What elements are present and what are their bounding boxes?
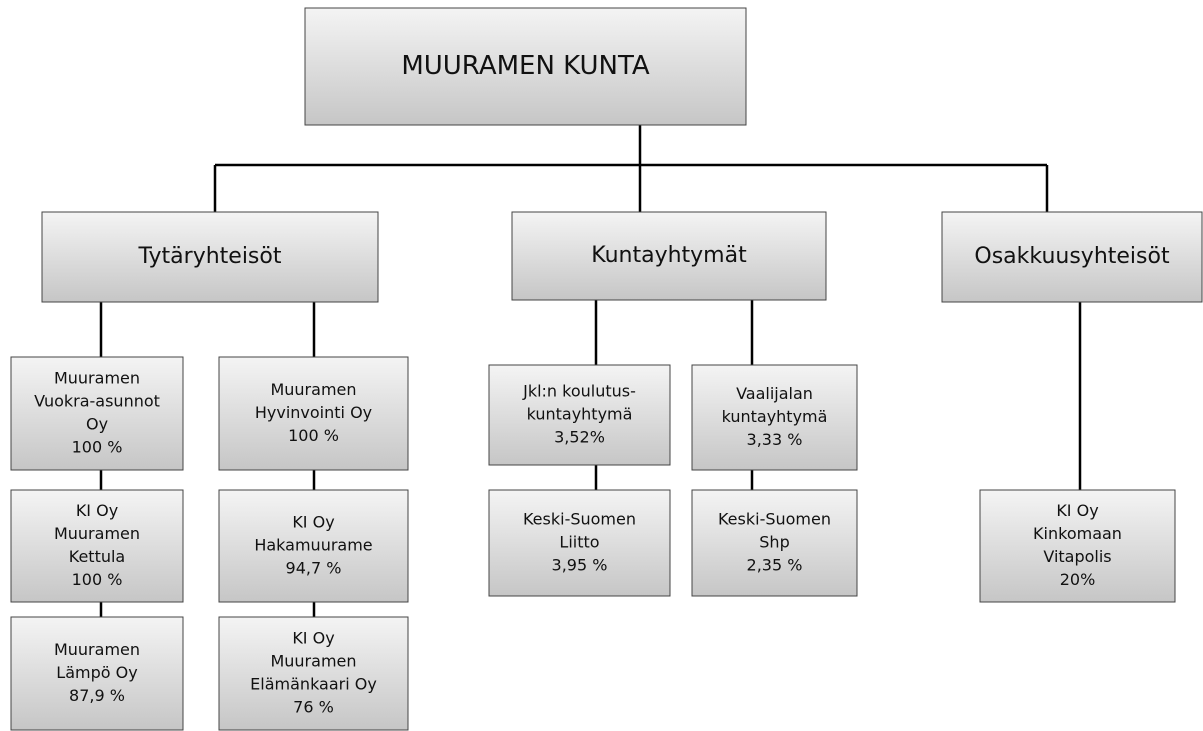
node-label: Vuokra-asunnot (34, 392, 160, 411)
node-label: 2,35 % (747, 556, 803, 575)
node-label: Muuramen (270, 380, 356, 399)
boxes: MUURAMEN KUNTA Tytäryhteisöt Kuntayhtymät O… (10, 7, 1203, 731)
node: Vaalijalan kuntayhtymä 3,33 % (691, 364, 858, 471)
node-box (218, 489, 409, 603)
node-label: 20% (1060, 570, 1096, 589)
node-label: KI Oy (1056, 501, 1098, 520)
node-box (979, 489, 1176, 603)
node-label: 87,9 % (69, 686, 125, 705)
node-label: kuntayhtymä (722, 407, 828, 426)
node-label: 100 % (72, 438, 123, 457)
connector (213, 125, 1049, 212)
node: KI Oy Kinkomaan Vitapolis 20% (979, 489, 1176, 603)
node-label: Kettula (69, 547, 125, 566)
connector (594, 300, 1082, 490)
node-label: Kinkomaan (1033, 524, 1122, 543)
node-box (691, 489, 858, 597)
node-label: Keski-Suomen (523, 510, 636, 529)
node-label: Elämänkaari Oy (250, 675, 377, 694)
node: MUURAMEN KUNTA (304, 7, 747, 126)
node-label: Oy (86, 415, 108, 434)
node-label: 100 % (288, 426, 339, 445)
node-label: Vaalijalan (736, 384, 813, 403)
node: Keski-Suomen Liitto 3,95 % (488, 489, 671, 597)
node-box (218, 356, 409, 471)
node-label: KI Oy (76, 501, 118, 520)
node-label: 94,7 % (286, 559, 342, 578)
node-label: Tytäryhteisöt (138, 244, 282, 269)
node-box (218, 616, 409, 731)
node-box (941, 211, 1203, 303)
node-box (41, 211, 379, 303)
node-box (304, 7, 747, 126)
node-box (488, 364, 671, 466)
node: Keski-Suomen Shp 2,35 % (691, 489, 858, 597)
node-label: Jkl:n koulutus- (522, 382, 636, 401)
node-label: KI Oy (292, 513, 334, 532)
node-box (691, 364, 858, 471)
node-box (10, 489, 184, 603)
node-label: Hyvinvointi Oy (255, 403, 372, 422)
node-label: Hakamuurame (254, 536, 372, 555)
node: KI Oy Hakamuurame 94,7 % (218, 489, 409, 603)
node-label: 76 % (293, 698, 334, 717)
node: Osakkuusyhteisöt (941, 211, 1203, 303)
node: Tytäryhteisöt (41, 211, 379, 303)
node-label: Liitto (559, 533, 599, 552)
node-label: Osakkuusyhteisöt (974, 244, 1170, 269)
node-box (10, 356, 184, 471)
node-label: Muuramen (54, 524, 140, 543)
node-label: KI Oy (292, 629, 334, 648)
node-label: Muuramen (54, 369, 140, 388)
node: Kuntayhtymät (511, 211, 827, 301)
node: KI Oy Muuramen Elämänkaari Oy 76 % (218, 616, 409, 731)
node-label: Keski-Suomen (718, 510, 831, 529)
node-label: 3,95 % (552, 556, 608, 575)
node-box (511, 211, 827, 301)
node-label: Kuntayhtymät (591, 243, 747, 268)
node-label: MUURAMEN KUNTA (401, 51, 650, 81)
connectors (99, 125, 1082, 617)
node-label: Vitapolis (1043, 547, 1111, 566)
node-label: 3,52% (554, 428, 605, 447)
node-label: Shp (759, 533, 789, 552)
node: Muuramen Hyvinvointi Oy 100 % (218, 356, 409, 471)
node-box (10, 616, 184, 731)
node-label: 100 % (72, 570, 123, 589)
node: Jkl:n koulutus-kuntayhtymä 3,52% (488, 364, 671, 466)
connector (99, 302, 316, 617)
node-box (488, 489, 671, 597)
node-label: Muuramen (54, 640, 140, 659)
node-label: kuntayhtymä (527, 405, 633, 424)
node-label: 3,33 % (747, 430, 803, 449)
node-label: Lämpö Oy (56, 663, 137, 682)
node: Muuramen Lämpö Oy 87,9 % (10, 616, 184, 731)
node: KI Oy Muuramen Kettula 100 % (10, 489, 184, 603)
node-label: Muuramen (270, 652, 356, 671)
node: Muuramen Vuokra-asunnot Oy 100 % (10, 356, 184, 471)
